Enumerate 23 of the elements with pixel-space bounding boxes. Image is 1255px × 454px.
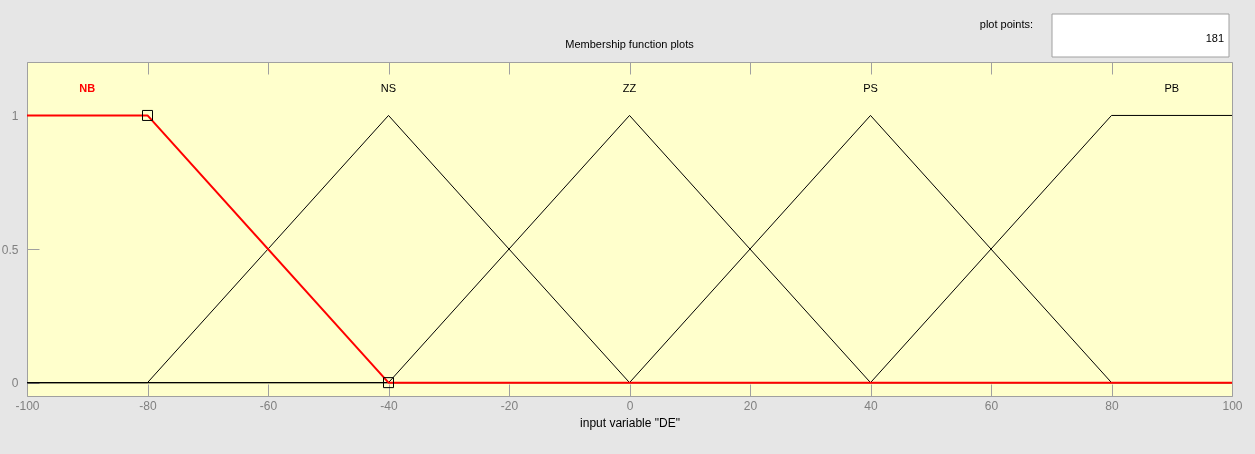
y-tick-label: 0.5 (1, 242, 19, 257)
x-tick-label: 20 (743, 398, 758, 413)
x-tick-label: -40 (380, 398, 398, 413)
x-tick-label: -20 (500, 398, 519, 413)
series-label: PB (1164, 82, 1180, 95)
text: PS (863, 82, 878, 95)
x-tick-label: 0 (626, 398, 634, 413)
x-tick-label: 60 (984, 398, 999, 413)
x-tick-label: -80 (139, 398, 157, 413)
text: ZZ (622, 82, 637, 95)
x-axis-title: input variable "DE" (580, 415, 680, 430)
x-tick-label: 80 (1105, 398, 1119, 413)
text: NS (380, 82, 397, 95)
text: 181 (1205, 32, 1224, 44)
text: plot points: (979, 18, 1033, 30)
series-label: NB (79, 82, 96, 95)
x-tick-label: -60 (259, 398, 278, 413)
x-tick-label: -100 (15, 398, 40, 413)
y-tick-label: 1 (11, 108, 19, 123)
x-tick-label: 100 (1222, 398, 1243, 413)
x-tick-label: 40 (864, 398, 878, 413)
y-tick-label: 0 (11, 376, 19, 391)
chart-title: Membership function plots (565, 37, 695, 50)
